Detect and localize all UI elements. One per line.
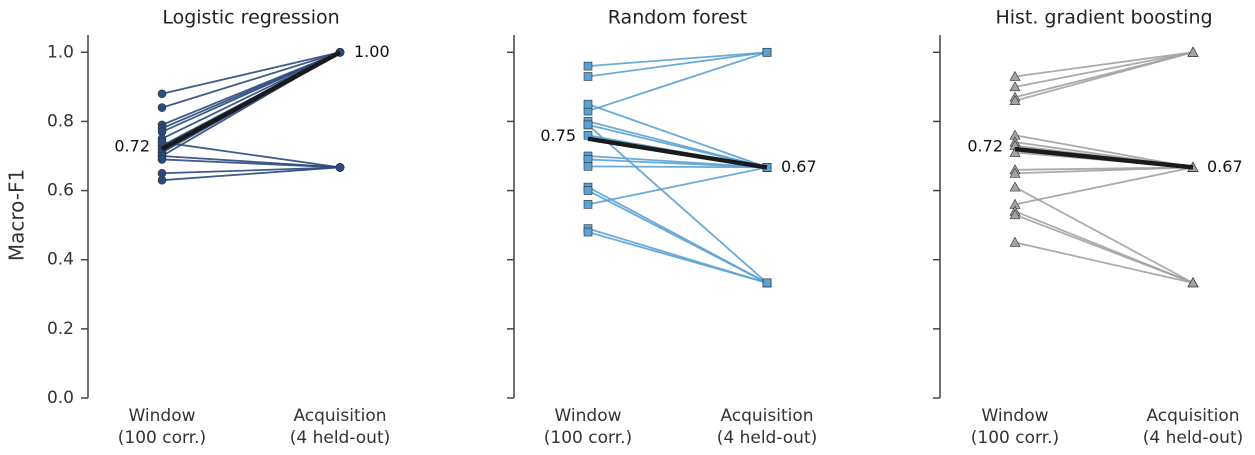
- marker: [1009, 70, 1021, 81]
- slope-line: [1014, 166, 1194, 206]
- slope-line: [1014, 186, 1194, 284]
- marker: [583, 120, 593, 130]
- x-tick-label: Window: [554, 406, 621, 426]
- x-tick-label: (100 corr.): [971, 428, 1059, 448]
- marker: [583, 186, 593, 195]
- marker: [157, 89, 167, 99]
- slope-line: [587, 51, 768, 112]
- x-tick-label: (4 held-out): [290, 428, 391, 448]
- marker: [762, 47, 772, 57]
- slope-line: [587, 158, 768, 169]
- marker: [157, 103, 167, 112]
- x-tick-label: (4 held-out): [1143, 428, 1244, 448]
- marker: [1009, 181, 1021, 192]
- marker: [1009, 95, 1021, 105]
- x-tick-label: (100 corr.): [544, 428, 632, 448]
- slope-line: [1014, 134, 1194, 169]
- mean-line: [587, 136, 768, 170]
- slope-line: [1014, 241, 1194, 284]
- slope-line: [161, 51, 341, 95]
- y-tick-label: 0.4: [47, 250, 74, 270]
- slope-line: [587, 124, 768, 169]
- slope-line: [1014, 51, 1194, 78]
- marker: [1009, 146, 1021, 157]
- y-axis-label: Macro-F1: [5, 169, 29, 261]
- marker: [1187, 46, 1199, 57]
- marker: [1009, 81, 1021, 92]
- marker: [1187, 277, 1199, 288]
- value-label: 0.67: [781, 157, 817, 176]
- slope-line: [161, 141, 341, 169]
- value-label: 0.72: [967, 137, 1003, 156]
- marker: [583, 200, 593, 209]
- marker: [1009, 236, 1021, 247]
- x-tick-label: (100 corr.): [118, 428, 206, 448]
- panel-title: Random forest: [608, 7, 747, 29]
- marker: [157, 175, 167, 185]
- y-tick-label: 0.6: [47, 181, 74, 201]
- slope-line: [587, 124, 768, 284]
- x-tick-label: (4 held-out): [717, 428, 818, 448]
- slope-line: [161, 158, 341, 169]
- value-label: 0.72: [114, 137, 150, 156]
- y-tick-label: 0.0: [47, 388, 74, 408]
- marker: [157, 155, 167, 164]
- marker: [762, 278, 772, 288]
- x-tick-label: Window: [128, 406, 195, 426]
- slope-line: [1014, 166, 1194, 175]
- marker: [157, 137, 167, 147]
- slope-line: [587, 51, 768, 78]
- marker: [583, 61, 593, 71]
- slope-line: [587, 189, 768, 284]
- x-tick-label: Acquisition: [1146, 406, 1239, 426]
- slope-line: [161, 51, 341, 133]
- slope-line: [161, 166, 341, 182]
- x-tick-label: Window: [981, 406, 1048, 426]
- marker: [1009, 209, 1021, 220]
- panel-title: Logistic regression: [162, 7, 339, 29]
- slope-line: [587, 51, 768, 68]
- y-tick-label: 0.2: [47, 319, 74, 339]
- y-tick-label: 1.0: [47, 42, 74, 62]
- panel-title: Hist. gradient boosting: [995, 7, 1212, 29]
- marker: [583, 162, 593, 171]
- marker: [1009, 167, 1021, 178]
- slope-line: [1014, 213, 1194, 284]
- y-tick-label: 0.8: [47, 111, 74, 131]
- slope-line: [587, 231, 768, 284]
- slope-line: [1014, 51, 1194, 102]
- marker: [335, 163, 345, 172]
- x-tick-label: Acquisition: [720, 406, 813, 426]
- x-tick-label: Acquisition: [293, 406, 386, 426]
- slope-line: [161, 166, 341, 175]
- slope-line: [1014, 51, 1194, 88]
- slope-line: [587, 165, 768, 169]
- value-label: 0.75: [540, 126, 576, 145]
- mean-line: [1014, 146, 1194, 170]
- value-label: 0.67: [1207, 157, 1243, 176]
- mean-line: [160, 50, 342, 152]
- marker: [583, 227, 593, 237]
- slope-line: [587, 103, 768, 169]
- slope-line: [161, 51, 341, 109]
- slope-line: [587, 166, 768, 206]
- value-label: 1.00: [354, 42, 390, 61]
- marker: [583, 72, 593, 81]
- marker: [583, 99, 593, 109]
